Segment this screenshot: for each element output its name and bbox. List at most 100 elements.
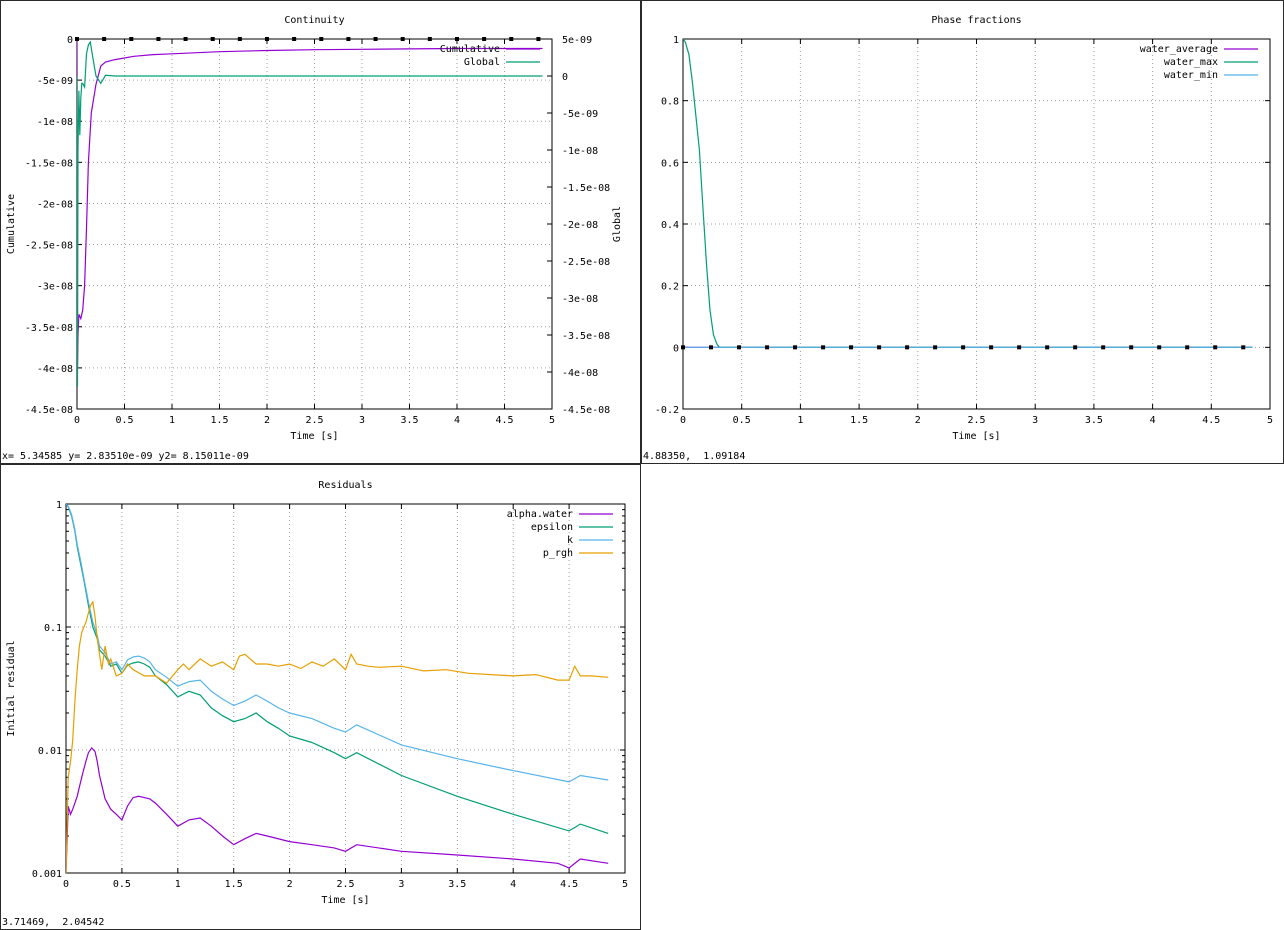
data-point-marker: [821, 345, 826, 350]
x-tick-label: 4: [510, 879, 516, 890]
y-tick-label: 0: [67, 35, 73, 46]
data-point-marker: [373, 37, 378, 41]
x-tick-label: 1: [169, 415, 175, 426]
y2-tick-label: -3e-08: [562, 294, 598, 305]
y-tick-label: 0.001: [32, 869, 62, 880]
data-point-marker: [1017, 345, 1022, 350]
legend-label: p_rgh: [543, 548, 573, 559]
x-tick-label: 0: [74, 415, 80, 426]
x-axis-label: Time [s]: [321, 895, 369, 906]
data-point-marker: [989, 345, 994, 350]
chart-title: Residuals: [318, 480, 372, 491]
data-point-marker: [129, 37, 134, 41]
y-tick-label: -2.5e-08: [25, 241, 73, 252]
series-line-global: [77, 40, 543, 387]
y-tick-label: 0.2: [661, 282, 679, 293]
data-point-marker: [1073, 345, 1078, 350]
data-point-marker: [765, 345, 770, 350]
data-point-marker: [1241, 345, 1246, 350]
y2-tick-label: -4e-08: [562, 368, 598, 379]
x-tick-label: 2.5: [336, 879, 354, 890]
y-tick-label: -5e-09: [37, 76, 73, 87]
data-point-marker: [346, 37, 351, 41]
data-point-marker: [1101, 345, 1106, 350]
y-tick-label: -1e-08: [37, 117, 73, 128]
y-tick-label: 0.1: [44, 623, 62, 634]
x-tick-label: 4.5: [495, 415, 513, 426]
y2-tick-label: -5e-09: [562, 109, 598, 120]
data-point-marker: [210, 37, 215, 41]
legend-label: water_average: [1140, 44, 1218, 55]
y2-tick-label: 5e-09: [562, 35, 592, 46]
x-tick-label: 1.5: [850, 415, 868, 426]
phase-fractions-plot-window[interactable]: Phase fractions 0 0.5 1 1.5 2 2.5 3 3.5 4 4.5 5 1 0.8…: [641, 0, 1284, 464]
y-tick-label: -1.5e-08: [25, 158, 73, 169]
x-tick-label: 1.5: [210, 415, 228, 426]
residuals-chart: Residuals 0 0.5 1 1.5 2 2.5 3 3.5 4 4.5 5 1 0.1 0.01 0.…: [6, 480, 628, 906]
data-point-marker: [961, 345, 966, 350]
plot-border: [682, 38, 1271, 410]
x-tick-label: 0: [63, 879, 69, 890]
x-tick-label: 4.5: [1202, 415, 1220, 426]
x-tick-label: 0: [680, 415, 686, 426]
data-point-marker: [877, 345, 882, 350]
data-point-marker: [156, 37, 161, 41]
x-tick-label: 4: [454, 415, 460, 426]
data-point-marker: [264, 37, 269, 41]
x-tick-label: 1: [175, 879, 181, 890]
series-line-alpha-water: [66, 746, 609, 873]
y2-tick-label: -4.5e-08: [562, 405, 610, 416]
x-tick-label: 2: [915, 415, 921, 426]
x-tick-label: 3: [398, 879, 404, 890]
x-tick-label: 5: [549, 415, 555, 426]
data-point-marker: [183, 37, 188, 41]
x-tick-label: 3.5: [448, 879, 466, 890]
x-tick-label: 4: [1150, 415, 1156, 426]
data-point-marker: [454, 37, 459, 41]
x-tick-label: 3: [1032, 415, 1038, 426]
data-point-marker: [1157, 345, 1162, 350]
data-point-marker: [400, 37, 405, 41]
data-point-marker: [102, 37, 107, 41]
y-tick-label: 0.8: [661, 97, 679, 108]
legend-label: water_max: [1164, 57, 1218, 68]
data-point-marker: [905, 345, 910, 350]
x-tick-label: 3: [359, 415, 365, 426]
x-tick-label: 2.5: [305, 415, 323, 426]
phase-fractions-status-bar: 4.88350, 1.09184: [643, 451, 746, 462]
residuals-plot-window[interactable]: Residuals 0 0.5 1 1.5 2 2.5 3 3.5 4 4.5 5 1 0.1 0.01 0.…: [0, 464, 641, 930]
y-tick-label: 0: [673, 343, 679, 354]
continuity-chart: Continuity 0 0.5 1 1.5 2 2.5 3 3.5 4 4.5 5 0 -5e-09 -1…: [6, 15, 623, 442]
y2-axis-label: Global: [612, 206, 623, 242]
data-point-marker: [709, 345, 714, 350]
y-tick-label: 0.01: [38, 746, 62, 757]
legend-label: water_min: [1164, 70, 1218, 81]
y-tick-label: 0.4: [661, 220, 679, 231]
legend-label: epsilon: [531, 522, 573, 533]
y-axis-label: Cumulative: [6, 194, 17, 254]
y2-tick-label: -1.5e-08: [562, 183, 610, 194]
y-tick-label: -3e-08: [37, 282, 73, 293]
series-line-cumulative: [77, 39, 543, 368]
series-line-p-rgh: [66, 600, 609, 873]
y-tick-label: 1: [673, 35, 679, 46]
x-tick-label: 3.5: [1085, 415, 1103, 426]
y2-tick-label: -2.5e-08: [562, 257, 610, 268]
y2-tick-label: -2e-08: [562, 220, 598, 231]
data-point-marker: [319, 37, 324, 41]
y-tick-label: 0.6: [661, 158, 679, 169]
x-tick-label: 4.5: [560, 879, 578, 890]
data-point-marker: [1185, 345, 1190, 350]
continuity-plot-window[interactable]: Continuity 0 0.5 1 1.5 2 2.5 3 3.5 4 4.5 5 0 -5e-09 -1…: [0, 0, 641, 464]
legend-label: Cumulative: [440, 44, 500, 55]
plot-border: [65, 503, 626, 874]
empty-desktop-area: [641, 464, 1284, 930]
y2-tick-label: -1e-08: [562, 146, 598, 157]
x-tick-label: 1.5: [225, 879, 243, 890]
y-tick-label: -2e-08: [37, 199, 73, 210]
x-axis-label: Time [s]: [290, 431, 338, 442]
data-point-marker: [1213, 345, 1218, 350]
chart-title: Continuity: [284, 15, 344, 26]
data-point-marker: [427, 37, 432, 41]
residuals-status-bar: 3.71469, 2.04542: [2, 917, 105, 928]
